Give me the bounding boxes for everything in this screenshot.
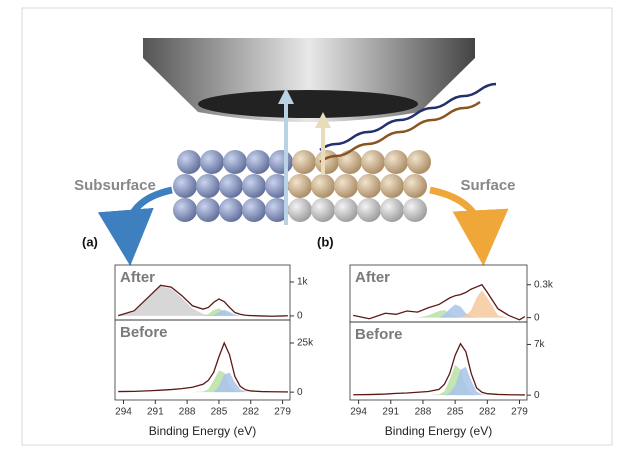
atom: [223, 150, 247, 174]
atom: [315, 150, 339, 174]
atom: [311, 198, 335, 222]
x-tick-label: 282: [479, 407, 496, 418]
atom: [334, 174, 358, 198]
atom: [311, 174, 335, 198]
atom: [357, 198, 381, 222]
atom: [173, 174, 197, 198]
atom: [361, 150, 385, 174]
atom: [338, 150, 362, 174]
x-tick-label: 279: [274, 407, 291, 418]
x-tick-label: 291: [382, 407, 399, 418]
atom: [196, 198, 220, 222]
y-tick-label: 0: [534, 312, 540, 323]
atom: [219, 198, 243, 222]
atom: [196, 174, 220, 198]
x-tick-label: 288: [415, 407, 432, 418]
x-axis-label: Binding Energy (eV): [149, 424, 256, 438]
panel-label: (b): [317, 234, 334, 249]
x-tick-label: 285: [447, 407, 464, 418]
x-tick-label: 285: [211, 407, 228, 418]
illustration-label: Surface: [460, 177, 515, 194]
x-tick-label: 279: [511, 407, 528, 418]
x-tick-label: 288: [179, 407, 196, 418]
component-area: [118, 372, 288, 392]
curved-arrow: [128, 190, 172, 238]
panel-state-label: After: [120, 269, 155, 286]
atom: [219, 174, 243, 198]
x-tick-label: 294: [115, 407, 132, 418]
x-tick-label: 282: [242, 407, 259, 418]
y-tick-label: 7k: [534, 339, 546, 350]
atom: [269, 150, 293, 174]
atom: [384, 150, 408, 174]
atom: [288, 174, 312, 198]
atom: [177, 150, 201, 174]
y-tick-label: 0.3k: [534, 279, 554, 290]
atom: [288, 198, 312, 222]
sample-atoms: [173, 150, 431, 222]
atom: [380, 174, 404, 198]
atom: [242, 198, 266, 222]
page: {"illustration": {"left_label": "Subsurf…: [0, 0, 634, 460]
panel-state-label: After: [355, 269, 390, 286]
illustration-label: Subsurface: [74, 177, 156, 194]
atom: [334, 198, 358, 222]
component-area: [118, 371, 288, 393]
spectrum-line: [353, 344, 525, 395]
illustration: Subsurface Surface: [74, 38, 515, 238]
atom: [173, 198, 197, 222]
atom: [292, 150, 316, 174]
atom: [380, 198, 404, 222]
atom: [403, 198, 427, 222]
atom: [403, 174, 427, 198]
panel-state-label: Before: [355, 326, 403, 343]
y-tick-label: 0: [534, 390, 540, 401]
y-tick-label: 0: [297, 387, 303, 398]
panel-state-label: Before: [120, 324, 168, 341]
atom: [407, 150, 431, 174]
y-tick-label: 0: [297, 311, 303, 322]
component-area: [353, 365, 525, 395]
atom: [357, 174, 381, 198]
atom: [246, 150, 270, 174]
spectrum-line: [118, 343, 288, 392]
panel-label: (a): [82, 234, 98, 249]
x-tick-label: 291: [147, 407, 164, 418]
analyzer-opening: [198, 90, 418, 118]
atom: [200, 150, 224, 174]
figure: Subsurface Surface 1k 0 After (a) 25k 0 294 291…: [0, 0, 634, 455]
atom: [242, 174, 266, 198]
x-tick-label: 294: [350, 407, 367, 418]
y-tick-label: 25k: [297, 338, 314, 349]
curved-arrow: [430, 190, 482, 238]
x-axis-label: Binding Energy (eV): [385, 424, 492, 438]
component-area: [353, 367, 525, 395]
y-tick-label: 1k: [297, 277, 309, 288]
